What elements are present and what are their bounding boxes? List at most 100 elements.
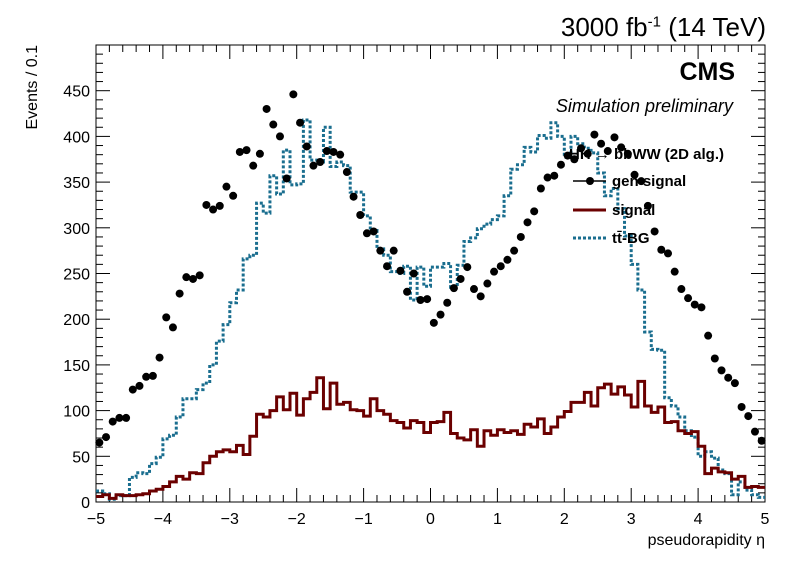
gen-signal-point bbox=[349, 192, 358, 201]
gen-signal-point bbox=[289, 90, 298, 99]
gen-signal-point bbox=[416, 296, 425, 305]
gen-signal-point bbox=[590, 130, 599, 139]
gen-signal-point bbox=[108, 417, 117, 426]
y-tick-label: 100 bbox=[63, 404, 90, 421]
legend-gen-signal-label: gen signal bbox=[612, 173, 686, 190]
gen-signal-point bbox=[449, 284, 458, 293]
gen-signal-point bbox=[229, 191, 238, 200]
gen-signal-point bbox=[570, 155, 579, 164]
gen-signal-point bbox=[530, 207, 539, 216]
x-tick-label: −1 bbox=[354, 511, 372, 528]
gen-signal-point bbox=[483, 279, 492, 288]
gen-signal-point bbox=[215, 201, 224, 210]
gen-signal-point bbox=[235, 147, 244, 156]
x-tick-label: 5 bbox=[761, 511, 770, 528]
gen-signal-point bbox=[744, 412, 753, 421]
y-tick-label: 0 bbox=[81, 495, 90, 512]
gen-signal-point bbox=[336, 150, 345, 159]
gen-signal-point bbox=[717, 366, 726, 375]
y-tick-label: 400 bbox=[63, 129, 90, 146]
gen-signal-point bbox=[282, 174, 291, 183]
gen-signal-point bbox=[322, 147, 331, 156]
gen-signal-point bbox=[95, 438, 104, 447]
gen-signal-point bbox=[302, 142, 311, 151]
gen-signal-point bbox=[255, 149, 264, 158]
gen-signal-point bbox=[630, 170, 639, 179]
gen-signal-point bbox=[175, 289, 184, 298]
gen-signal-point bbox=[496, 262, 505, 271]
gen-signal-point bbox=[102, 433, 111, 442]
gen-signal-point bbox=[403, 287, 412, 296]
energy-label: (14 TeV) bbox=[668, 12, 766, 42]
y-tick-label: 450 bbox=[63, 84, 90, 101]
gen-signal-point bbox=[563, 151, 572, 160]
x-tick-label: 0 bbox=[426, 511, 435, 528]
gen-signal-point bbox=[724, 373, 733, 382]
gen-signal-point bbox=[617, 143, 626, 152]
gen-signal-point bbox=[195, 271, 204, 280]
gen-signal-point bbox=[684, 294, 693, 303]
gen-signal-point bbox=[275, 132, 284, 141]
gen-signal-point bbox=[162, 313, 171, 322]
gen-signal-point bbox=[189, 274, 198, 283]
gen-signal-point bbox=[556, 160, 565, 169]
y-tick-label: 250 bbox=[63, 267, 90, 284]
gen-signal-point bbox=[663, 249, 672, 258]
luminosity-label: 3000 fb-1 (14 TeV) bbox=[561, 12, 766, 43]
gen-signal-point bbox=[423, 295, 432, 304]
gen-signal-point bbox=[456, 274, 465, 283]
gen-signal-point bbox=[155, 353, 164, 362]
gen-signal-point bbox=[643, 201, 652, 210]
legend-title: HH → bbWW (2D alg.) bbox=[569, 146, 724, 163]
series-signal-line bbox=[96, 376, 765, 500]
gen-signal-point bbox=[115, 413, 124, 422]
gen-signal-point bbox=[603, 147, 612, 156]
gen-signal-point bbox=[142, 372, 151, 381]
gen-signal-point bbox=[757, 436, 766, 445]
gen-signal-point bbox=[690, 300, 699, 309]
lumi-unit: fb bbox=[625, 12, 648, 42]
gen-signal-point bbox=[369, 227, 378, 236]
gen-signal-point bbox=[443, 298, 452, 307]
gen-signal-point bbox=[168, 323, 177, 332]
gen-signal-point bbox=[209, 205, 218, 214]
legend-gen-signal-marker bbox=[586, 177, 594, 185]
lumi-value: 3000 bbox=[560, 12, 619, 42]
gen-signal-point bbox=[543, 173, 552, 182]
gen-signal-point bbox=[222, 182, 231, 191]
x-tick-label: 2 bbox=[560, 511, 569, 528]
gen-signal-point bbox=[490, 267, 499, 276]
gen-signal-point bbox=[550, 171, 559, 180]
gen-signal-point bbox=[202, 200, 211, 209]
gen-signal-point bbox=[637, 177, 646, 186]
y-axis-title: Events / 0.1 bbox=[24, 45, 41, 130]
gen-signal-point bbox=[623, 149, 632, 158]
simulation-label: Simulation preliminary bbox=[556, 96, 734, 116]
series-tt-bg-line bbox=[96, 118, 765, 501]
gen-signal-point bbox=[182, 273, 191, 282]
gen-signal-point bbox=[469, 285, 478, 294]
lumi-exponent: -1 bbox=[647, 13, 661, 31]
gen-signal-point bbox=[396, 266, 405, 275]
y-tick-label: 300 bbox=[63, 221, 90, 238]
x-tick-label: −5 bbox=[87, 511, 105, 528]
gen-signal-point bbox=[463, 263, 472, 272]
legend-tt-bg-label: tt̄-BG bbox=[612, 230, 650, 247]
x-tick-label: −3 bbox=[221, 511, 239, 528]
legend-signal-label: signal bbox=[612, 202, 655, 219]
gen-signal-point bbox=[730, 379, 739, 388]
gen-signal-point bbox=[436, 310, 445, 319]
gen-signal-point bbox=[122, 413, 131, 422]
x-tick-label: 3 bbox=[627, 511, 636, 528]
gen-signal-point bbox=[342, 168, 351, 177]
gen-signal-point bbox=[249, 161, 258, 170]
gen-signal-point bbox=[704, 331, 713, 340]
y-tick-label: 50 bbox=[72, 449, 90, 466]
gen-signal-point bbox=[376, 246, 385, 255]
gen-signal-point bbox=[710, 354, 719, 363]
gen-signal-point bbox=[597, 139, 606, 148]
gen-signal-point bbox=[697, 303, 706, 312]
gen-signal-point bbox=[429, 318, 438, 327]
gen-signal-point bbox=[135, 381, 144, 390]
